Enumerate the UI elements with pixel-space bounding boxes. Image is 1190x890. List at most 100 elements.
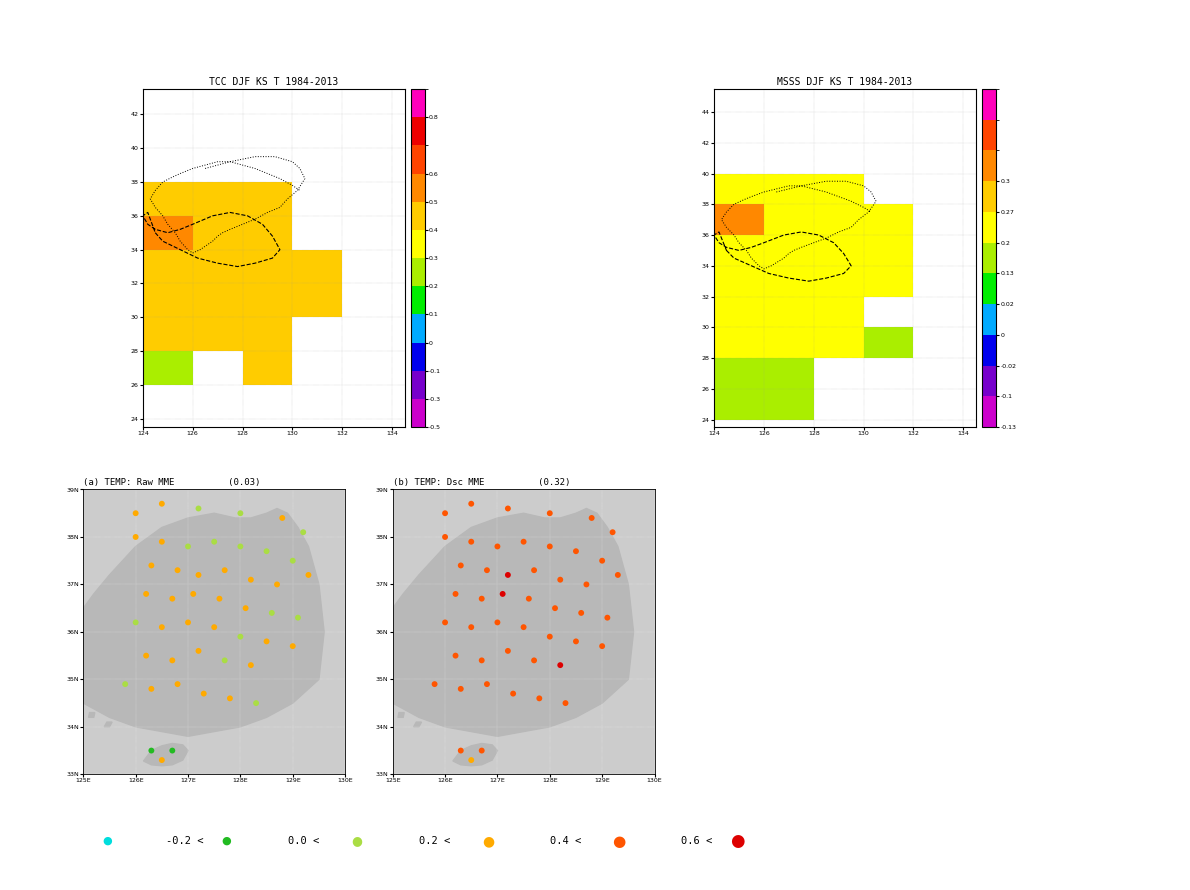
Polygon shape [193,182,243,215]
Point [451,682,470,696]
Point [493,587,512,601]
Point [608,568,627,582]
Point [189,643,208,658]
Point [540,629,559,643]
Point [236,601,255,615]
Polygon shape [143,215,193,249]
Text: ●: ● [612,834,626,848]
Polygon shape [193,215,243,249]
Polygon shape [243,317,293,351]
Polygon shape [93,249,143,283]
Polygon shape [764,328,814,358]
Polygon shape [764,235,814,266]
Polygon shape [764,358,814,389]
Polygon shape [814,205,864,235]
Point [488,615,507,629]
Polygon shape [714,205,764,235]
Point [582,511,601,525]
Point [503,686,522,700]
Polygon shape [714,235,764,266]
Point [472,592,491,606]
Text: (a) TEMP: Raw MME          (0.03): (a) TEMP: Raw MME (0.03) [83,478,261,488]
Point [205,620,224,635]
Point [268,578,287,592]
Point [566,544,585,558]
Point [168,677,187,692]
Point [142,558,161,572]
Polygon shape [714,205,764,235]
Polygon shape [293,283,343,317]
Polygon shape [93,283,143,317]
Point [152,497,171,511]
Text: ●: ● [482,834,494,848]
Point [168,563,187,578]
Polygon shape [143,215,193,249]
Point [163,653,182,668]
Point [194,686,213,700]
Polygon shape [143,351,193,384]
Point [525,653,544,668]
Point [593,554,612,568]
Point [566,635,585,649]
Point [257,635,276,649]
Point [551,658,570,672]
Point [205,535,224,549]
Polygon shape [193,283,243,317]
Point [137,587,156,601]
Polygon shape [714,358,764,389]
Point [477,677,496,692]
Polygon shape [243,249,293,283]
Point [283,639,302,653]
Point [178,539,198,554]
Polygon shape [453,743,497,765]
Point [451,743,470,757]
Point [446,587,465,601]
Point [425,677,444,692]
Text: 0.2 <: 0.2 < [419,836,450,846]
Polygon shape [293,249,343,283]
Polygon shape [193,249,243,283]
Polygon shape [93,215,143,249]
Text: 0.4 <: 0.4 < [550,836,581,846]
Polygon shape [143,182,193,215]
Point [436,506,455,521]
Point [571,606,590,620]
Point [283,554,302,568]
Polygon shape [143,351,193,384]
Text: ●: ● [351,835,363,847]
Point [231,629,250,643]
Point [163,592,182,606]
Point [220,692,239,706]
Text: 0.0 <: 0.0 < [288,836,319,846]
Point [142,743,161,757]
Point [189,501,208,515]
Polygon shape [764,389,814,419]
Polygon shape [764,358,814,389]
Polygon shape [714,328,764,358]
Polygon shape [764,174,814,205]
Point [126,506,145,521]
Polygon shape [864,328,914,358]
Point [472,743,491,757]
Point [189,568,208,582]
Polygon shape [397,713,405,717]
Point [294,525,313,539]
Point [178,615,198,629]
Polygon shape [764,296,814,328]
Point [499,643,518,658]
Polygon shape [814,235,864,266]
Point [462,535,481,549]
Polygon shape [143,317,193,351]
Polygon shape [714,358,764,389]
Point [246,696,265,710]
Point [603,525,622,539]
Polygon shape [714,389,764,419]
Title: TCC DJF KS T 1984-2013: TCC DJF KS T 1984-2013 [209,77,338,87]
Polygon shape [714,174,764,205]
Polygon shape [814,174,864,205]
Point [288,611,307,625]
Polygon shape [88,713,95,717]
Polygon shape [864,205,914,235]
Point [215,563,234,578]
Polygon shape [243,351,293,384]
